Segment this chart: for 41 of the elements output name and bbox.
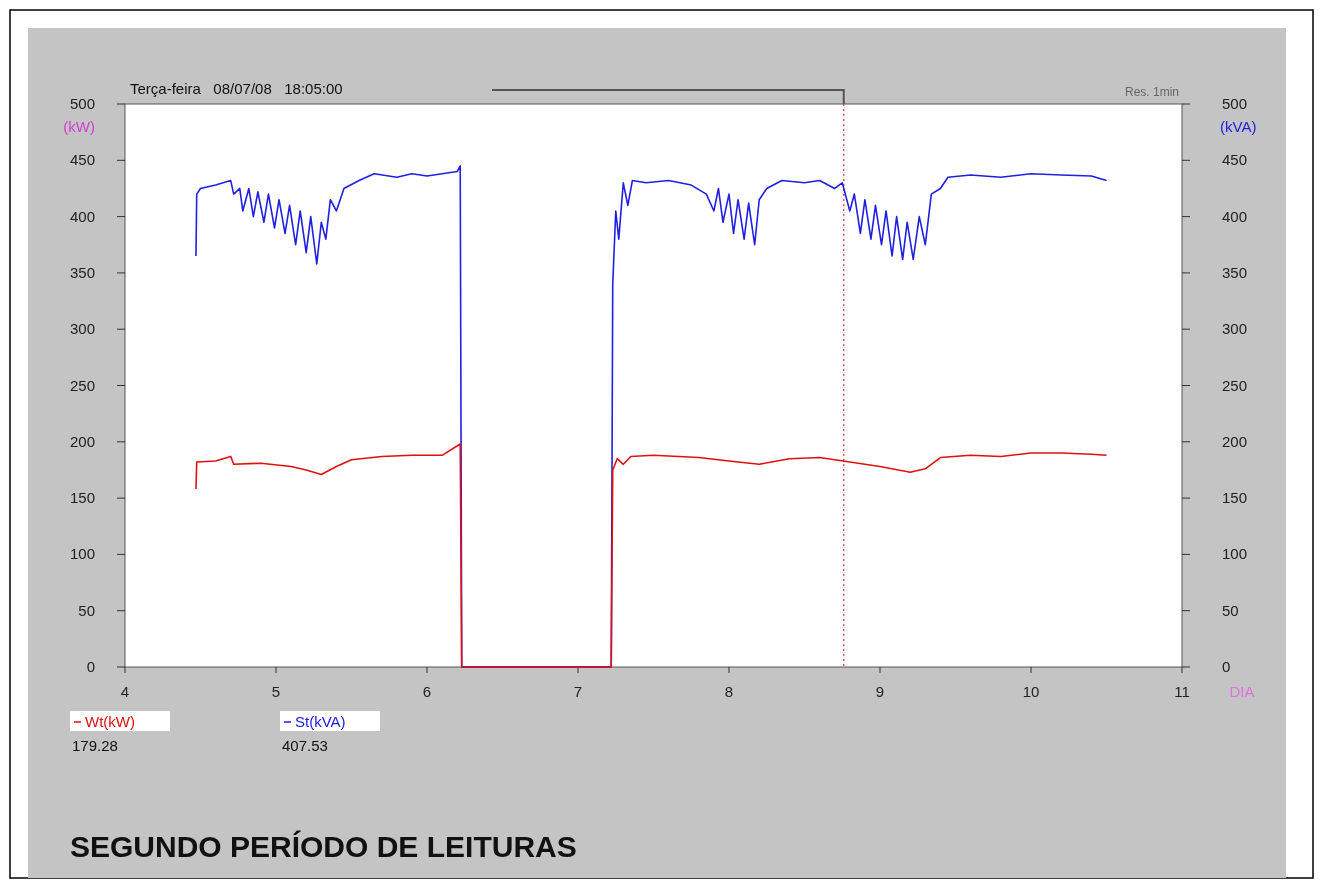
y2-tick-label: 100 — [1222, 545, 1248, 563]
text: 179.28 — [72, 737, 118, 754]
y-tick-label: 200 — [69, 432, 95, 450]
x-tick-label: 11 — [1174, 683, 1190, 700]
text: Res. 1min — [1124, 85, 1179, 99]
y-tick-label: 500 — [69, 95, 95, 112]
x-tick-label: 9 — [875, 683, 885, 700]
x-tick-label: 10 — [1022, 683, 1040, 700]
y2-tick-label: 250 — [1222, 376, 1248, 394]
y2-tick-label: 450 — [1222, 151, 1248, 169]
y2-tick-label: 0 — [1222, 658, 1231, 675]
x-axis-title: DIA — [1229, 683, 1255, 700]
legend-label: St(kVA) — [295, 713, 346, 730]
y-tick-label: 450 — [69, 151, 95, 169]
line-series — [195, 443, 1108, 668]
text: Terça-feira 08/07/08 18:05:00 — [130, 80, 343, 97]
y2-tick-label: 300 — [1222, 320, 1248, 338]
y-tick-label: 400 — [69, 207, 95, 225]
y-tick-label: 300 — [69, 320, 95, 338]
y-tick-label: 50 — [78, 601, 95, 619]
y-tick-label: 100 — [69, 545, 95, 563]
x-tick-label: 6 — [422, 683, 432, 700]
y-tick-label: 0 — [86, 658, 95, 675]
text: SEGUNDO PERÍODO DE LEITURAS — [70, 830, 577, 863]
y2-tick-label: 500 — [1222, 95, 1248, 112]
x-tick-label: 8 — [724, 683, 734, 700]
y-axis-title: (kW) — [63, 118, 95, 135]
x-tick-label: 7 — [573, 683, 583, 700]
y-tick-label: 350 — [69, 263, 95, 281]
y-tick-label: 150 — [69, 489, 95, 507]
text: 407.53 — [282, 737, 328, 754]
y2-tick-label: 400 — [1222, 207, 1248, 225]
legend-label: Wt(kW) — [85, 713, 135, 730]
y2-axis-title: (kVA) — [1220, 118, 1257, 135]
y2-tick-label: 350 — [1222, 263, 1248, 281]
y2-tick-label: 50 — [1222, 601, 1239, 619]
y2-tick-label: 150 — [1222, 489, 1248, 507]
x-tick-label: 4 — [120, 683, 130, 700]
y2-tick-label: 200 — [1222, 432, 1248, 450]
y-tick-label: 250 — [69, 376, 95, 394]
x-tick-label: 5 — [271, 683, 281, 700]
